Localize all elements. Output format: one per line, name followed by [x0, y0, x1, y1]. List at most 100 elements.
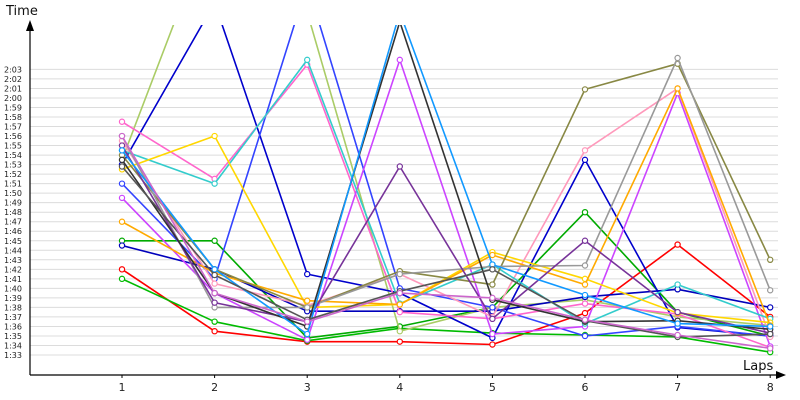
- data-point: [767, 323, 774, 330]
- data-point: [304, 270, 311, 278]
- y-tick-label: 1:45: [4, 237, 22, 246]
- data-point: [118, 147, 126, 154]
- series-line: [121, 25, 771, 333]
- series-line: [121, 25, 771, 339]
- data-point: [118, 194, 126, 202]
- data-point: [581, 262, 589, 269]
- y-tick-label: 1:47: [4, 218, 22, 227]
- data-point: [118, 132, 126, 140]
- data-point: [674, 241, 681, 248]
- y-tick-label: 1:37: [4, 313, 22, 322]
- data-point: [118, 118, 126, 125]
- data-point: [674, 54, 681, 62]
- data-point: [211, 318, 218, 325]
- data-point: [304, 330, 311, 338]
- series-line: [121, 59, 771, 347]
- y-tick-label: 1:52: [4, 170, 22, 179]
- data-point: [581, 156, 589, 164]
- y-tick-label: 1:54: [4, 151, 22, 160]
- y-tick-label: 1:48: [4, 208, 22, 217]
- data-point: [581, 332, 589, 340]
- y-tick-label: 1:33: [4, 351, 22, 360]
- series-layer: [118, 25, 774, 356]
- series-line: [121, 57, 771, 309]
- y-tick-label: 2:01: [4, 84, 22, 93]
- data-point: [674, 85, 681, 92]
- data-point: [304, 297, 311, 304]
- data-point: [489, 330, 496, 338]
- series-line: [121, 63, 771, 349]
- series-line: [121, 62, 771, 309]
- y-axis-label: Time: [5, 4, 38, 19]
- data-point: [211, 237, 218, 244]
- data-point: [211, 328, 218, 335]
- data-point: [581, 86, 589, 93]
- x-tick-label: 1: [119, 381, 126, 394]
- series-line: [121, 145, 771, 334]
- data-point: [396, 56, 403, 64]
- data-point: [581, 237, 589, 244]
- x-tick-label: 8: [767, 381, 774, 394]
- x-tick-label: 6: [582, 381, 589, 394]
- y-tick-label: 1:36: [4, 322, 22, 331]
- y-tick-label: 1:57: [4, 123, 22, 132]
- y-tick-label: 1:49: [4, 199, 22, 208]
- data-point: [581, 291, 589, 299]
- series-line: [121, 165, 771, 338]
- x-tick-label: 4: [396, 381, 403, 394]
- axes-layer: Time Laps: [5, 4, 786, 379]
- data-point: [211, 271, 218, 279]
- data-point: [674, 320, 681, 327]
- data-point: [396, 338, 403, 345]
- data-point: [396, 328, 403, 335]
- data-point: [304, 318, 311, 325]
- data-point: [118, 266, 126, 273]
- data-point: [118, 242, 126, 249]
- data-point: [211, 180, 218, 187]
- x-tick-label: 7: [674, 381, 681, 394]
- data-point: [118, 218, 126, 225]
- data-point: [767, 330, 774, 338]
- data-point: [767, 345, 774, 352]
- series: [118, 25, 774, 338]
- x-axis-arrow-icon: [776, 371, 786, 379]
- y-tick-labels: 1:331:341:351:361:371:381:391:401:411:42…: [4, 65, 22, 360]
- data-point: [581, 309, 589, 317]
- y-tick-label: 1:53: [4, 161, 22, 170]
- data-point: [118, 163, 126, 170]
- data-point: [581, 281, 589, 288]
- y-tick-label: 2:00: [4, 94, 22, 103]
- data-point: [489, 266, 496, 273]
- series: [118, 132, 774, 352]
- data-point: [396, 163, 403, 170]
- series-line: [121, 135, 771, 350]
- y-tick-label: 2:03: [4, 65, 22, 74]
- series-line: [121, 25, 771, 335]
- y-tick-label: 1:44: [4, 246, 22, 255]
- data-point: [118, 180, 126, 187]
- y-tick-label: 1:42: [4, 265, 22, 274]
- data-point: [489, 281, 496, 288]
- data-point: [304, 304, 311, 311]
- y-tick-label: 1:55: [4, 142, 22, 151]
- data-point: [767, 304, 774, 311]
- data-point: [581, 300, 589, 307]
- series: [118, 25, 774, 340]
- data-point: [304, 56, 311, 64]
- data-point: [396, 270, 403, 278]
- y-axis-arrow-icon: [26, 20, 34, 31]
- data-point: [489, 251, 496, 259]
- data-point: [211, 299, 218, 306]
- data-point: [489, 341, 496, 348]
- data-point: [211, 132, 218, 140]
- data-point: [396, 308, 403, 316]
- y-tick-label: 1:41: [4, 275, 22, 284]
- y-tick-label: 1:39: [4, 294, 22, 303]
- data-point: [674, 308, 681, 316]
- data-point: [396, 289, 403, 297]
- data-point: [489, 315, 496, 323]
- y-tick-label: 1:59: [4, 103, 22, 112]
- data-point: [211, 266, 218, 273]
- x-tick-label: 5: [489, 381, 496, 394]
